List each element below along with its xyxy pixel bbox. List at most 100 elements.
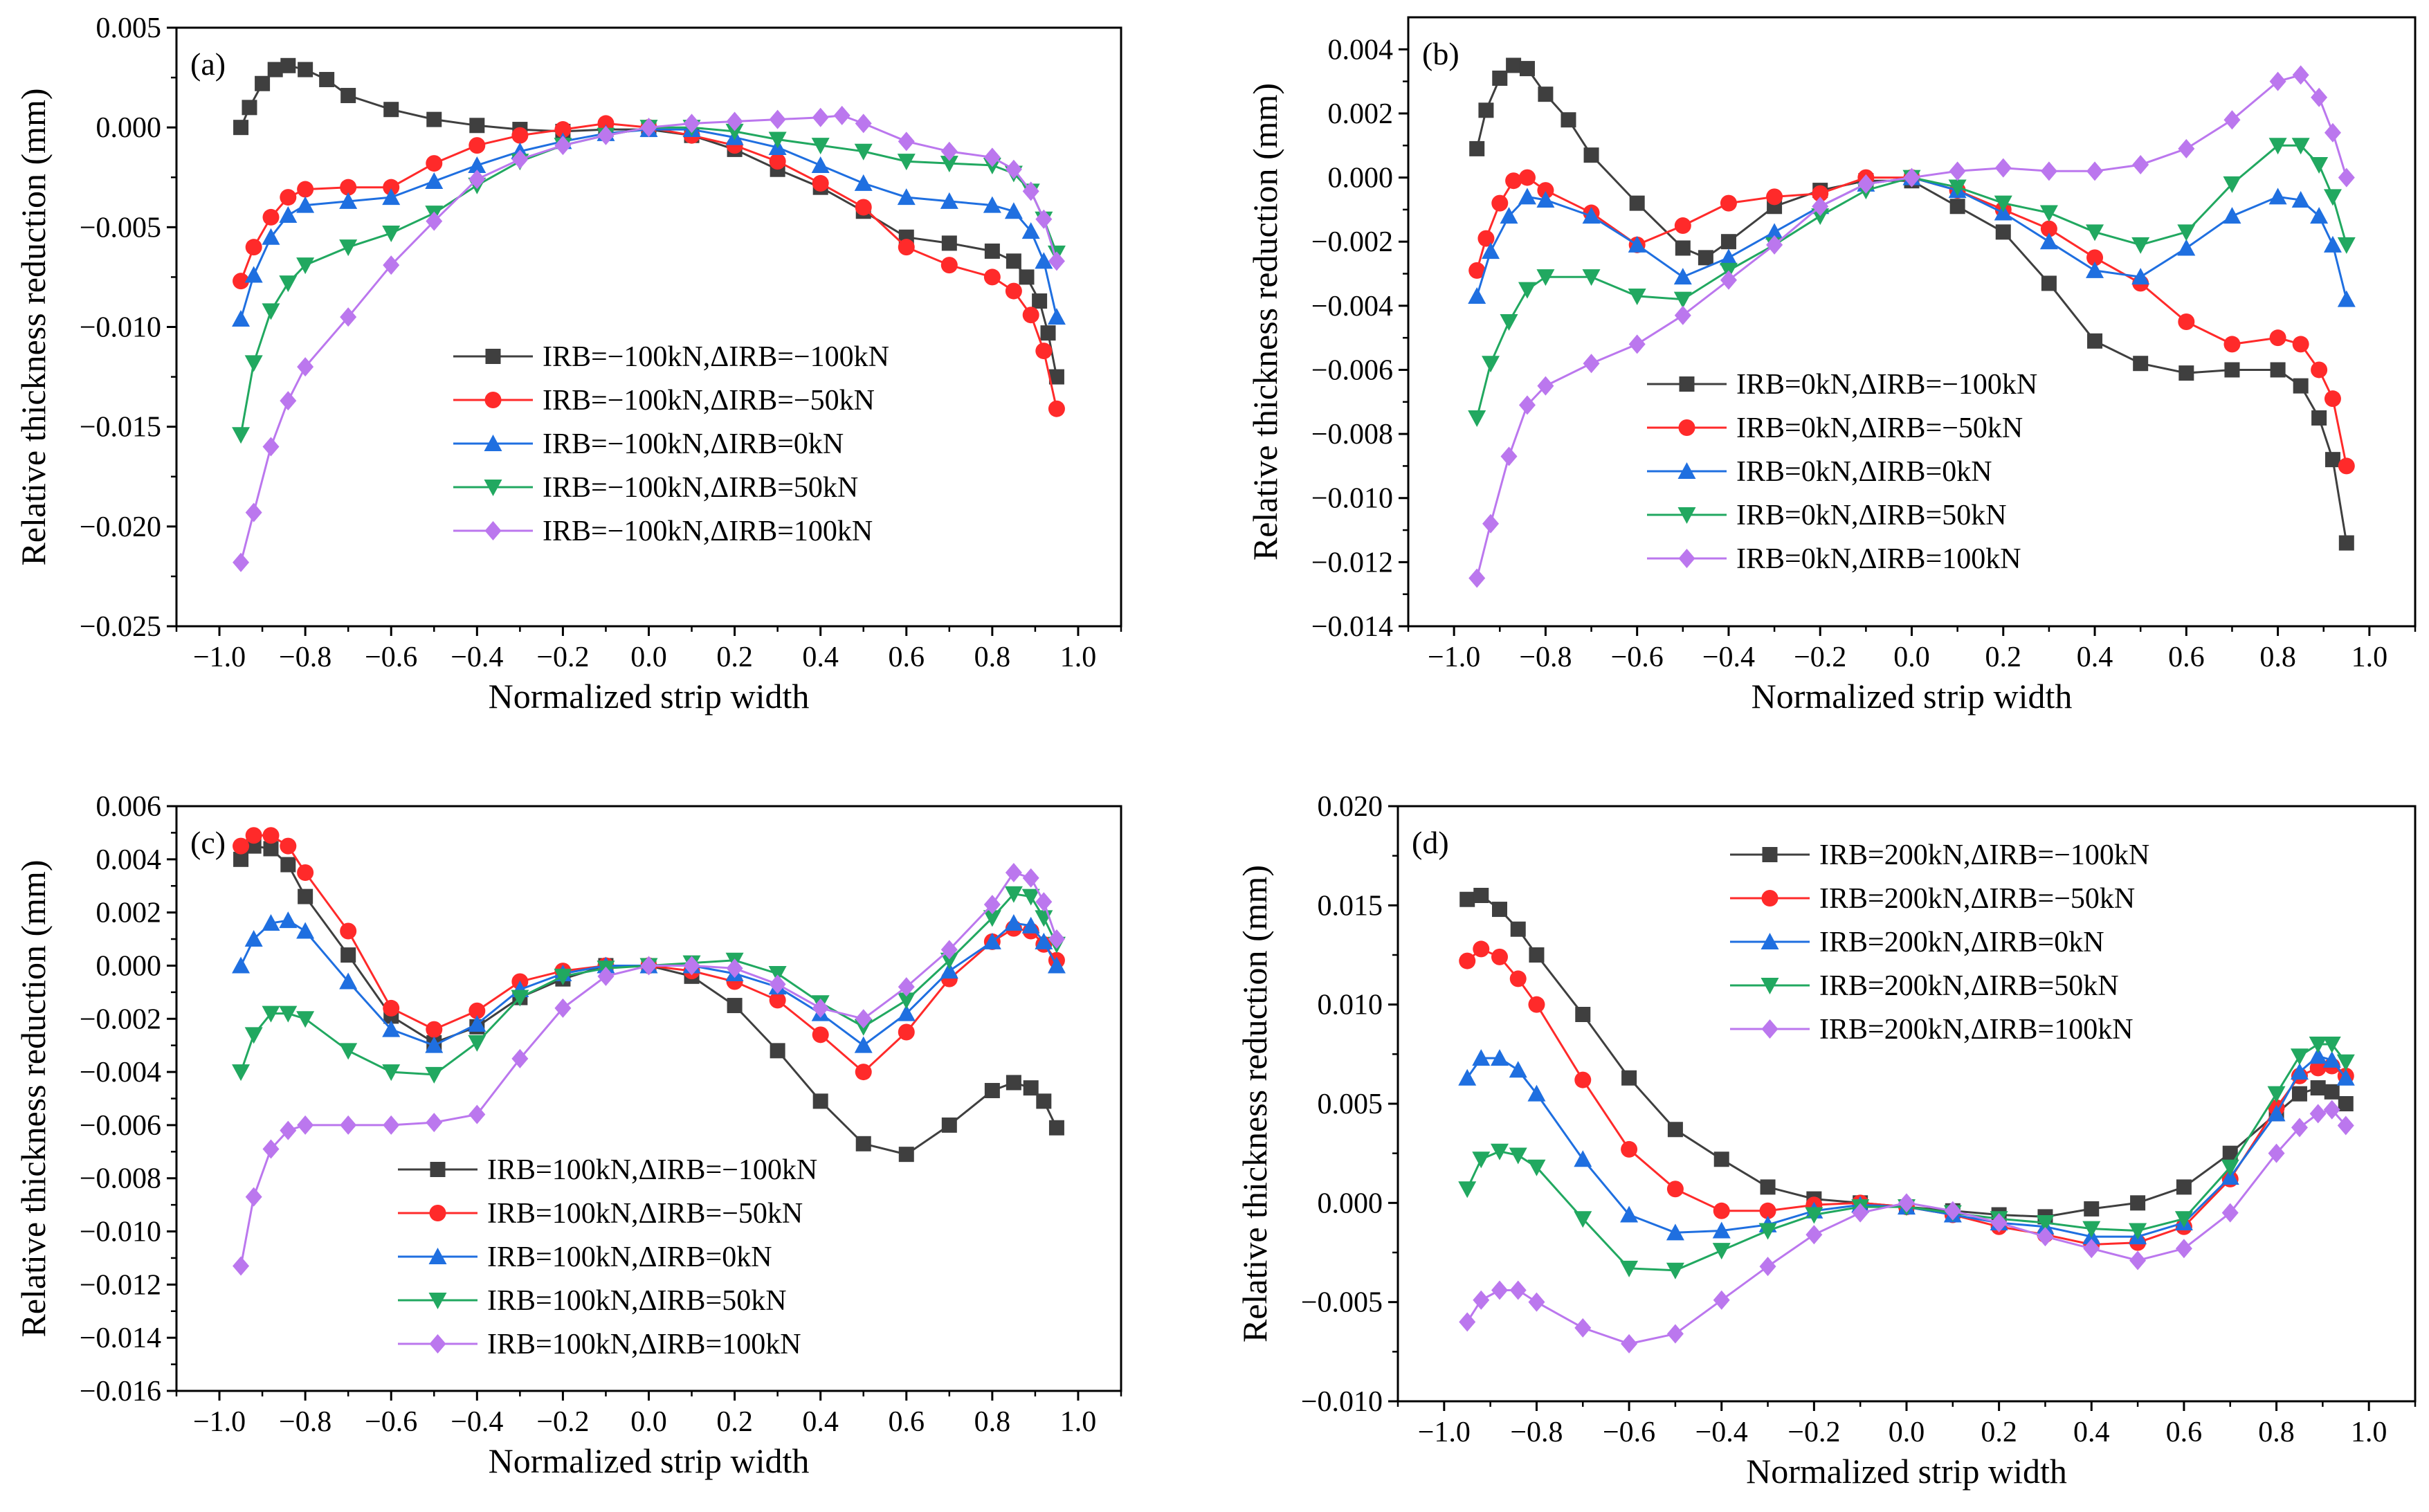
data-point <box>897 992 916 1010</box>
panel-label: (d) <box>1412 825 1449 860</box>
data-point <box>339 192 358 209</box>
data-point <box>2309 1047 2327 1064</box>
data-point <box>554 968 572 985</box>
series-3 <box>232 120 1066 327</box>
data-point <box>1759 1202 1776 1219</box>
y-axis-label: Relative thickness reduction (mm) <box>1235 865 1274 1342</box>
data-point <box>984 1082 1000 1098</box>
data-point <box>2083 1239 2100 1259</box>
data-point <box>898 1147 914 1163</box>
data-point <box>2221 1159 2239 1176</box>
data-point <box>2268 138 2287 155</box>
data-point <box>382 188 401 206</box>
data-point <box>2291 1086 2307 1102</box>
x-tick-label: −0.2 <box>1794 641 1846 673</box>
data-point <box>1459 952 1476 969</box>
data-point <box>2039 205 2058 222</box>
data-point <box>2176 1179 2192 1195</box>
data-point <box>1719 248 1738 266</box>
data-point <box>1506 57 1522 73</box>
data-point <box>2310 1080 2326 1096</box>
data-point <box>2178 365 2194 381</box>
data-point <box>2086 161 2104 181</box>
data-point <box>232 309 251 327</box>
data-point <box>1760 1179 1776 1195</box>
data-point <box>898 977 915 997</box>
data-point <box>1758 1223 1777 1240</box>
data-point <box>940 141 958 161</box>
series-5 <box>233 863 1065 1276</box>
data-point <box>262 208 280 226</box>
data-point <box>2311 87 2328 107</box>
legend-marker <box>484 521 502 540</box>
data-point <box>2338 1096 2354 1111</box>
data-point <box>2293 378 2309 394</box>
data-point <box>2309 1059 2327 1077</box>
data-point <box>2338 167 2355 188</box>
data-point <box>1720 270 1737 290</box>
y-tick-label: −0.025 <box>80 611 161 643</box>
data-point <box>1944 1201 1961 1221</box>
x-tick-label: 0.6 <box>889 641 925 673</box>
data-point <box>262 1139 280 1159</box>
data-point <box>726 958 743 978</box>
data-point <box>1990 1213 2008 1232</box>
data-point <box>1712 1243 1731 1260</box>
chart-panel-a: −1.0 −0.8 −0.6 −0.4 −0.2 0.0 0.2 0.4 0.6 0.8 1.0 0.… <box>14 12 1122 716</box>
legend-label: IRB=100kN,ΔIRB=0kN <box>487 1241 772 1273</box>
data-point <box>2269 329 2286 347</box>
data-point <box>340 922 357 940</box>
legend: IRB=200kN,ΔIRB=−100kN IRB=200kN,ΔIRB=−50k… <box>1730 839 2149 1046</box>
data-point <box>279 1005 298 1023</box>
data-point <box>2290 1048 2309 1066</box>
legend-label: IRB=200kN,ΔIRB=50kN <box>1819 970 2119 1002</box>
y-tick-label: −0.005 <box>80 212 161 244</box>
data-point <box>1021 889 1040 906</box>
data-point <box>1468 568 1486 588</box>
data-point <box>1518 188 1536 205</box>
data-point <box>855 1136 871 1151</box>
data-point <box>2269 71 2286 91</box>
legend-marker <box>1761 978 1779 994</box>
data-point <box>2337 290 2356 307</box>
x-tick-label: 0.8 <box>2259 641 2296 673</box>
data-point <box>1482 242 1500 259</box>
data-point <box>2175 1239 2192 1259</box>
data-point <box>897 188 916 206</box>
y-tick-label: −0.016 <box>80 1376 161 1408</box>
data-point <box>2129 1250 2147 1270</box>
data-point <box>1537 182 1554 199</box>
data-point <box>768 131 787 149</box>
data-point <box>2041 275 2057 291</box>
data-point <box>769 974 786 994</box>
data-point <box>983 910 1001 927</box>
data-point <box>2082 1221 2101 1238</box>
legend-label: IRB=−100kN,ΔIRB=50kN <box>543 472 858 504</box>
data-point <box>280 837 297 855</box>
data-point <box>233 273 250 290</box>
data-point <box>1048 369 1064 385</box>
data-point <box>1898 1193 1915 1213</box>
data-point <box>2267 1086 2286 1103</box>
y-axis-label: Relative thickness reduction (mm) <box>1246 83 1284 561</box>
data-point <box>279 911 298 929</box>
x-tick-label: 0.0 <box>1893 641 1930 673</box>
data-point <box>2323 235 2342 253</box>
y-tick-label: 0.000 <box>96 950 162 982</box>
data-point <box>383 1115 400 1135</box>
data-point <box>2336 1068 2355 1086</box>
data-point <box>280 391 297 411</box>
data-point <box>1805 1225 1823 1245</box>
data-point <box>1674 305 1691 325</box>
data-point <box>1482 513 1500 534</box>
data-point <box>280 189 297 206</box>
data-point <box>1006 1075 1021 1091</box>
data-point <box>1500 314 1518 331</box>
y-tick-label: −0.010 <box>1311 483 1393 515</box>
data-point <box>2129 1223 2147 1240</box>
data-point <box>898 1023 915 1041</box>
y-tick-label: −0.015 <box>80 412 161 444</box>
data-point <box>1903 167 1920 188</box>
data-point <box>340 179 357 196</box>
data-point <box>1500 446 1518 466</box>
